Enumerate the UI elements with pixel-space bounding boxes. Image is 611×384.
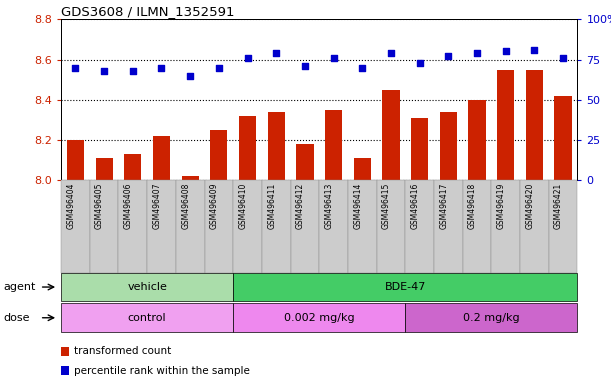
Bar xyxy=(497,70,514,180)
Bar xyxy=(67,140,84,180)
Bar xyxy=(411,118,428,180)
Point xyxy=(386,50,396,56)
Text: GSM496415: GSM496415 xyxy=(382,182,391,229)
Point xyxy=(99,68,109,74)
Point xyxy=(185,73,195,79)
Point xyxy=(128,68,137,74)
Bar xyxy=(554,96,572,180)
Text: GSM496419: GSM496419 xyxy=(497,182,506,229)
Point xyxy=(300,63,310,69)
Text: GSM496411: GSM496411 xyxy=(267,182,276,228)
Point xyxy=(329,55,338,61)
Text: GSM496414: GSM496414 xyxy=(353,182,362,229)
Point xyxy=(156,65,166,71)
Point xyxy=(243,55,252,61)
Text: BDE-47: BDE-47 xyxy=(384,282,426,292)
Text: GSM496417: GSM496417 xyxy=(439,182,448,229)
Bar xyxy=(239,116,256,180)
Text: GSM496407: GSM496407 xyxy=(153,182,161,229)
Point xyxy=(214,65,224,71)
Text: GSM496420: GSM496420 xyxy=(525,182,535,229)
Text: GSM496405: GSM496405 xyxy=(95,182,104,229)
Text: dose: dose xyxy=(3,313,29,323)
Text: GSM496404: GSM496404 xyxy=(67,182,75,229)
Text: GSM496408: GSM496408 xyxy=(181,182,190,229)
Point xyxy=(558,55,568,61)
Bar xyxy=(296,144,313,180)
Bar xyxy=(382,90,400,180)
Point xyxy=(501,48,511,55)
Text: GSM496418: GSM496418 xyxy=(468,182,477,228)
Text: 0.2 mg/kg: 0.2 mg/kg xyxy=(463,313,520,323)
Text: GSM496409: GSM496409 xyxy=(210,182,219,229)
Bar xyxy=(525,70,543,180)
Bar xyxy=(153,136,170,180)
Point xyxy=(530,47,540,53)
Bar xyxy=(268,112,285,180)
Bar xyxy=(210,130,227,180)
Text: GDS3608 / ILMN_1352591: GDS3608 / ILMN_1352591 xyxy=(61,5,235,18)
Bar xyxy=(124,154,141,180)
Point xyxy=(472,50,482,56)
Text: control: control xyxy=(128,313,166,323)
Bar xyxy=(469,100,486,180)
Point xyxy=(271,50,281,56)
Bar xyxy=(181,177,199,180)
Text: GSM496406: GSM496406 xyxy=(124,182,133,229)
Bar xyxy=(325,110,342,180)
Text: 0.002 mg/kg: 0.002 mg/kg xyxy=(284,313,354,323)
Text: agent: agent xyxy=(3,282,35,292)
Point xyxy=(357,65,367,71)
Point xyxy=(415,60,425,66)
Bar xyxy=(95,158,113,180)
Point xyxy=(444,53,453,60)
Text: GSM496410: GSM496410 xyxy=(238,182,247,229)
Text: percentile rank within the sample: percentile rank within the sample xyxy=(74,366,250,376)
Text: GSM496416: GSM496416 xyxy=(411,182,420,229)
Text: GSM496421: GSM496421 xyxy=(554,182,563,228)
Text: vehicle: vehicle xyxy=(127,282,167,292)
Text: transformed count: transformed count xyxy=(74,346,171,356)
Point xyxy=(70,65,80,71)
Text: GSM496413: GSM496413 xyxy=(324,182,334,229)
Text: GSM496412: GSM496412 xyxy=(296,182,305,228)
Bar xyxy=(354,158,371,180)
Bar xyxy=(440,112,457,180)
